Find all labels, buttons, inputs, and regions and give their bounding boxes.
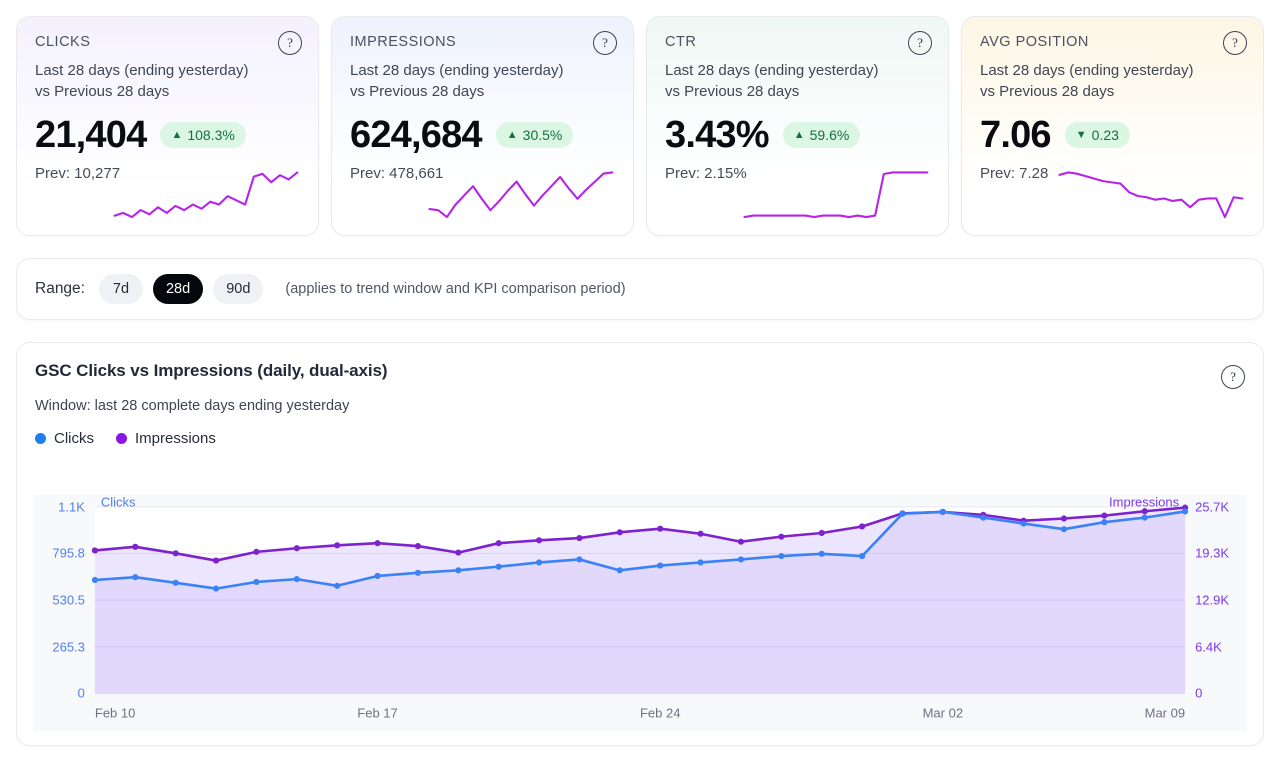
y-axis-right-tick: 0 — [1195, 685, 1203, 701]
kpi-previous-value: Prev: 7.28 — [980, 165, 1049, 182]
kpi-sparkline — [665, 165, 930, 227]
kpi-value: 21,404 — [35, 114, 147, 156]
legend-item-clicks[interactable]: Clicks — [35, 430, 94, 447]
range-option-7d[interactable]: 7d — [98, 274, 143, 304]
y-axis-left-name: Clicks — [100, 494, 136, 510]
chart-title: GSC Clicks vs Impressions (daily, dual-a… — [35, 361, 388, 380]
x-axis-tick: Mar 09 — [1144, 705, 1186, 721]
kpi-title: IMPRESSIONS — [350, 34, 457, 50]
legend-item-impressions[interactable]: Impressions — [116, 430, 216, 447]
kpi-sparkline — [350, 165, 615, 227]
kpi-delta-value: 0.23 — [1091, 127, 1119, 143]
x-axis-tick: Feb 10 — [94, 705, 136, 721]
kpi-title: CTR — [665, 34, 697, 50]
y-axis-left-tick: 265.3 — [52, 639, 85, 655]
y-axis-left-tick: 795.8 — [52, 545, 85, 561]
kpi-value: 3.43% — [665, 114, 770, 156]
y-axis-right-tick: 19.3K — [1195, 545, 1230, 561]
legend-dot-icon — [35, 433, 46, 444]
kpi-value-row: 21,404 ▲ 108.3% — [35, 114, 300, 156]
chart-plot-area[interactable]: 1.1K 795.8 530.5 265.3 0 25.7K 19.3K 12.9K 6.4K 0… — [33, 495, 1247, 731]
kpi-previous-value: Prev: 10,277 — [35, 165, 121, 182]
kpi-subtitle: Last 28 days (ending yesterday) vs Previ… — [665, 62, 879, 100]
trend-up-icon: ▲ — [506, 128, 518, 141]
range-label: Range: — [35, 280, 85, 297]
kpi-title: CLICKS — [35, 34, 91, 50]
kpi-title: AVG POSITION — [980, 34, 1089, 50]
kpi-subtitle: Last 28 days (ending yesterday) vs Previ… — [350, 62, 564, 100]
y-axis-left-tick: 530.5 — [52, 592, 85, 608]
y-axis-left-tick: 0 — [77, 685, 85, 701]
kpi-value: 7.06 — [980, 114, 1052, 156]
y-axis-right-name: Impressions — [1109, 494, 1180, 510]
range-option-28d[interactable]: 28d — [152, 274, 204, 304]
kpi-sparkline — [35, 165, 300, 227]
kpi-subtitle: Last 28 days (ending yesterday) vs Previ… — [35, 62, 249, 100]
trend-up-icon: ▲ — [793, 128, 805, 141]
legend-label: Clicks — [54, 430, 94, 447]
kpi-delta-badge: ▼ 0.23 — [1064, 122, 1130, 148]
kpi-value-row: 7.06 ▼ 0.23 — [980, 114, 1245, 156]
kpi-delta-value: 59.6% — [809, 127, 850, 143]
y-axis-right-tick: 12.9K — [1195, 592, 1230, 608]
kpi-card-avg-position[interactable]: AVG POSITION ? Last 28 days (ending yest… — [961, 16, 1264, 236]
help-icon[interactable]: ? — [593, 31, 617, 55]
trend-up-icon: ▲ — [171, 128, 183, 141]
legend-label: Impressions — [135, 430, 216, 447]
kpi-previous-value: Prev: 478,661 — [350, 165, 444, 182]
chart-panel: GSC Clicks vs Impressions (daily, dual-a… — [16, 342, 1264, 746]
kpi-card-clicks[interactable]: CLICKS ? Last 28 days (ending yesterday)… — [16, 16, 319, 236]
help-icon[interactable]: ? — [1221, 365, 1245, 389]
kpi-value-row: 624,684 ▲ 30.5% — [350, 114, 615, 156]
chart-legend: Clicks Impressions — [33, 430, 1247, 447]
kpi-subtitle: Last 28 days (ending yesterday) vs Previ… — [980, 62, 1194, 100]
help-icon[interactable]: ? — [278, 31, 302, 55]
chart-window-label: Window: last 28 complete days ending yes… — [35, 398, 350, 414]
trend-down-icon: ▼ — [1075, 128, 1087, 141]
range-selector-bar: Range: 7d 28d 90d (applies to trend wind… — [16, 258, 1264, 320]
x-axis-tick: Feb 17 — [357, 705, 398, 721]
kpi-card-row: CLICKS ? Last 28 days (ending yesterday)… — [16, 16, 1264, 236]
kpi-delta-value: 108.3% — [187, 127, 235, 143]
range-option-90d[interactable]: 90d — [213, 274, 264, 304]
range-note: (applies to trend window and KPI compari… — [285, 281, 626, 297]
kpi-sparkline — [980, 165, 1245, 227]
kpi-delta-badge: ▲ 108.3% — [160, 122, 246, 148]
kpi-value-row: 3.43% ▲ 59.6% — [665, 114, 930, 156]
legend-dot-icon — [116, 433, 127, 444]
kpi-delta-badge: ▲ 59.6% — [782, 122, 861, 148]
x-axis-tick: Mar 02 — [922, 705, 964, 721]
help-icon[interactable]: ? — [908, 31, 932, 55]
kpi-card-ctr[interactable]: CTR ? Last 28 days (ending yesterday) vs… — [646, 16, 949, 236]
help-icon[interactable]: ? — [1223, 31, 1247, 55]
x-axis-tick: Feb 24 — [639, 705, 681, 721]
y-axis-right-tick: 6.4K — [1195, 639, 1222, 655]
kpi-value: 624,684 — [350, 114, 483, 156]
kpi-delta-badge: ▲ 30.5% — [495, 122, 574, 148]
kpi-delta-value: 30.5% — [522, 127, 563, 143]
y-axis-right-tick: 25.7K — [1195, 499, 1230, 515]
kpi-previous-value: Prev: 2.15% — [665, 165, 747, 182]
kpi-card-impressions[interactable]: IMPRESSIONS ? Last 28 days (ending yeste… — [331, 16, 634, 236]
y-axis-left-tick: 1.1K — [58, 499, 85, 515]
